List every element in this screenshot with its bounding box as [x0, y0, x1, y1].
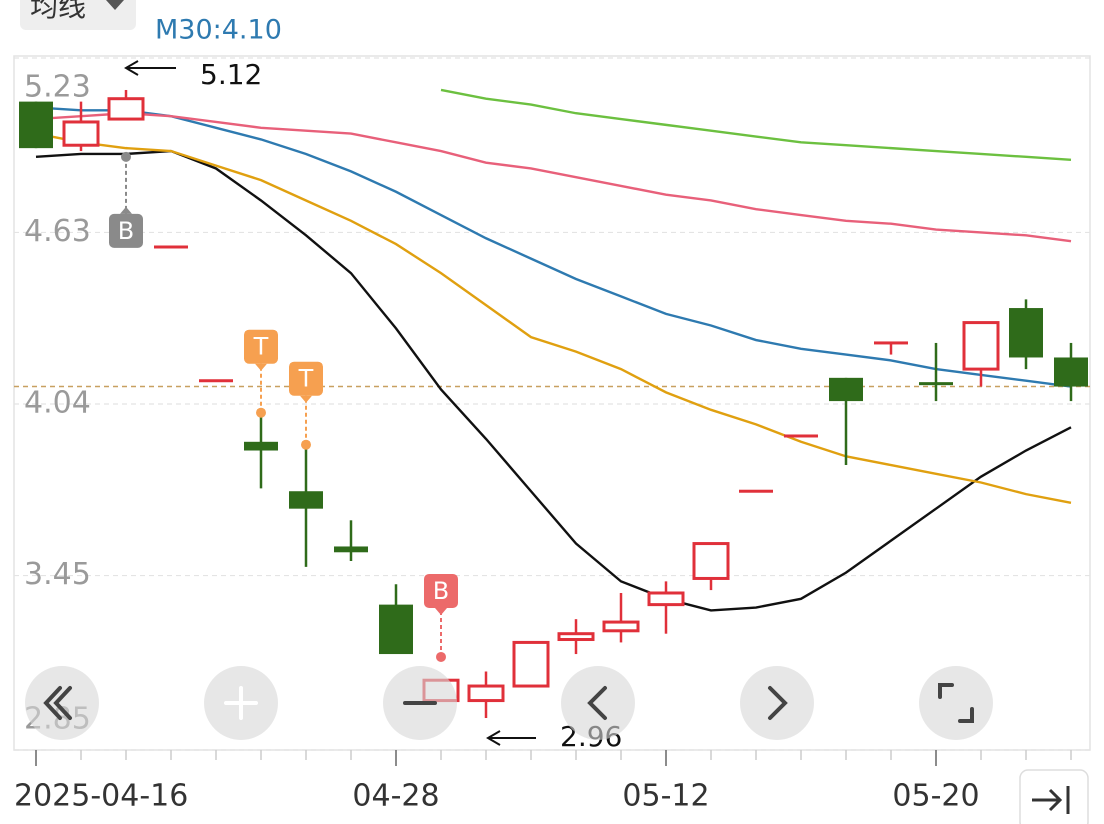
nav-button-icon	[43, 686, 72, 720]
nav-button[interactable]	[740, 666, 814, 740]
marker-label: B	[433, 577, 449, 605]
x-tick-label: 05-20	[892, 779, 979, 814]
candle-body	[62, 120, 100, 147]
candle-body	[1009, 308, 1043, 358]
ma-line	[35, 149, 1072, 612]
marker-pointer	[120, 206, 132, 214]
marker-box	[244, 329, 278, 364]
nav-button[interactable]	[919, 666, 993, 740]
nav-button-bg	[919, 666, 993, 740]
candle-body	[467, 684, 505, 703]
nav-button-icon	[224, 686, 258, 720]
candle-body	[557, 632, 595, 642]
candle-body	[334, 546, 368, 553]
nav-button-icon	[938, 683, 974, 723]
marker-label: T	[253, 333, 269, 361]
nav-button-bg	[740, 666, 814, 740]
candle-body	[962, 321, 1000, 371]
candle-body	[1054, 357, 1088, 387]
y-tick-label: 3.45	[24, 557, 91, 592]
marker-dot	[121, 151, 131, 162]
y-tick-label: 5.23	[24, 70, 91, 105]
nav-button-bg	[561, 666, 635, 740]
candle-body	[154, 245, 188, 249]
marker-pointer	[300, 395, 312, 403]
candle-body	[107, 97, 145, 121]
nav-button[interactable]	[25, 666, 99, 740]
marker-dot	[256, 407, 266, 418]
candle-body	[244, 441, 278, 451]
ma-line	[35, 106, 1072, 388]
ma-button[interactable]	[20, 0, 136, 30]
candle-body	[919, 382, 953, 386]
candle-body	[602, 620, 640, 633]
marker-box	[109, 213, 143, 248]
candle-body	[512, 640, 550, 688]
ma-line	[440, 88, 1072, 161]
marker-box	[424, 573, 458, 608]
ma-line	[35, 112, 1072, 243]
x-tick-label: 04-28	[352, 779, 439, 814]
jump-latest-button[interactable]	[1019, 769, 1089, 824]
low-arrow	[486, 730, 536, 746]
high-arrow	[124, 60, 176, 76]
marker-label: B	[118, 217, 134, 245]
candle-body	[379, 604, 413, 655]
candle-body	[692, 542, 730, 580]
x-tick-label: 2025-04-16	[14, 779, 188, 814]
y-tick-label: 4.63	[24, 214, 91, 249]
candle-body	[874, 341, 908, 345]
candle-body	[829, 377, 863, 402]
nav-button[interactable]	[383, 666, 457, 740]
ma-line	[35, 132, 1072, 505]
marker-pointer	[255, 363, 267, 371]
marker-dot	[436, 651, 446, 662]
marker-box	[289, 361, 323, 396]
candle-body	[289, 491, 323, 509]
nav-button[interactable]	[561, 666, 635, 740]
nav-button[interactable]	[204, 666, 278, 740]
marker-label: T	[298, 365, 314, 393]
ma-legend: M30:4.10	[155, 15, 282, 46]
y-tick-label: 4.04	[24, 386, 91, 421]
plot-frame	[13, 55, 1091, 751]
high-label: 5.12	[200, 58, 262, 91]
x-tick-label: 05-12	[622, 779, 709, 814]
candle-body	[19, 101, 53, 149]
marker-dot	[301, 439, 311, 450]
nav-button-icon	[768, 686, 788, 720]
candle-body	[739, 489, 773, 493]
jump-latest-bg	[1019, 769, 1089, 824]
nav-button-icon	[587, 686, 607, 720]
candle-body	[784, 434, 818, 438]
nav-button-bg	[25, 666, 99, 740]
jump-latest-icon	[1032, 786, 1070, 814]
candle-body	[199, 379, 233, 383]
dropdown-icon	[106, 0, 124, 10]
candle-body	[647, 591, 685, 607]
marker-pointer	[435, 607, 447, 615]
ma-button-label: 均线	[30, 0, 86, 23]
